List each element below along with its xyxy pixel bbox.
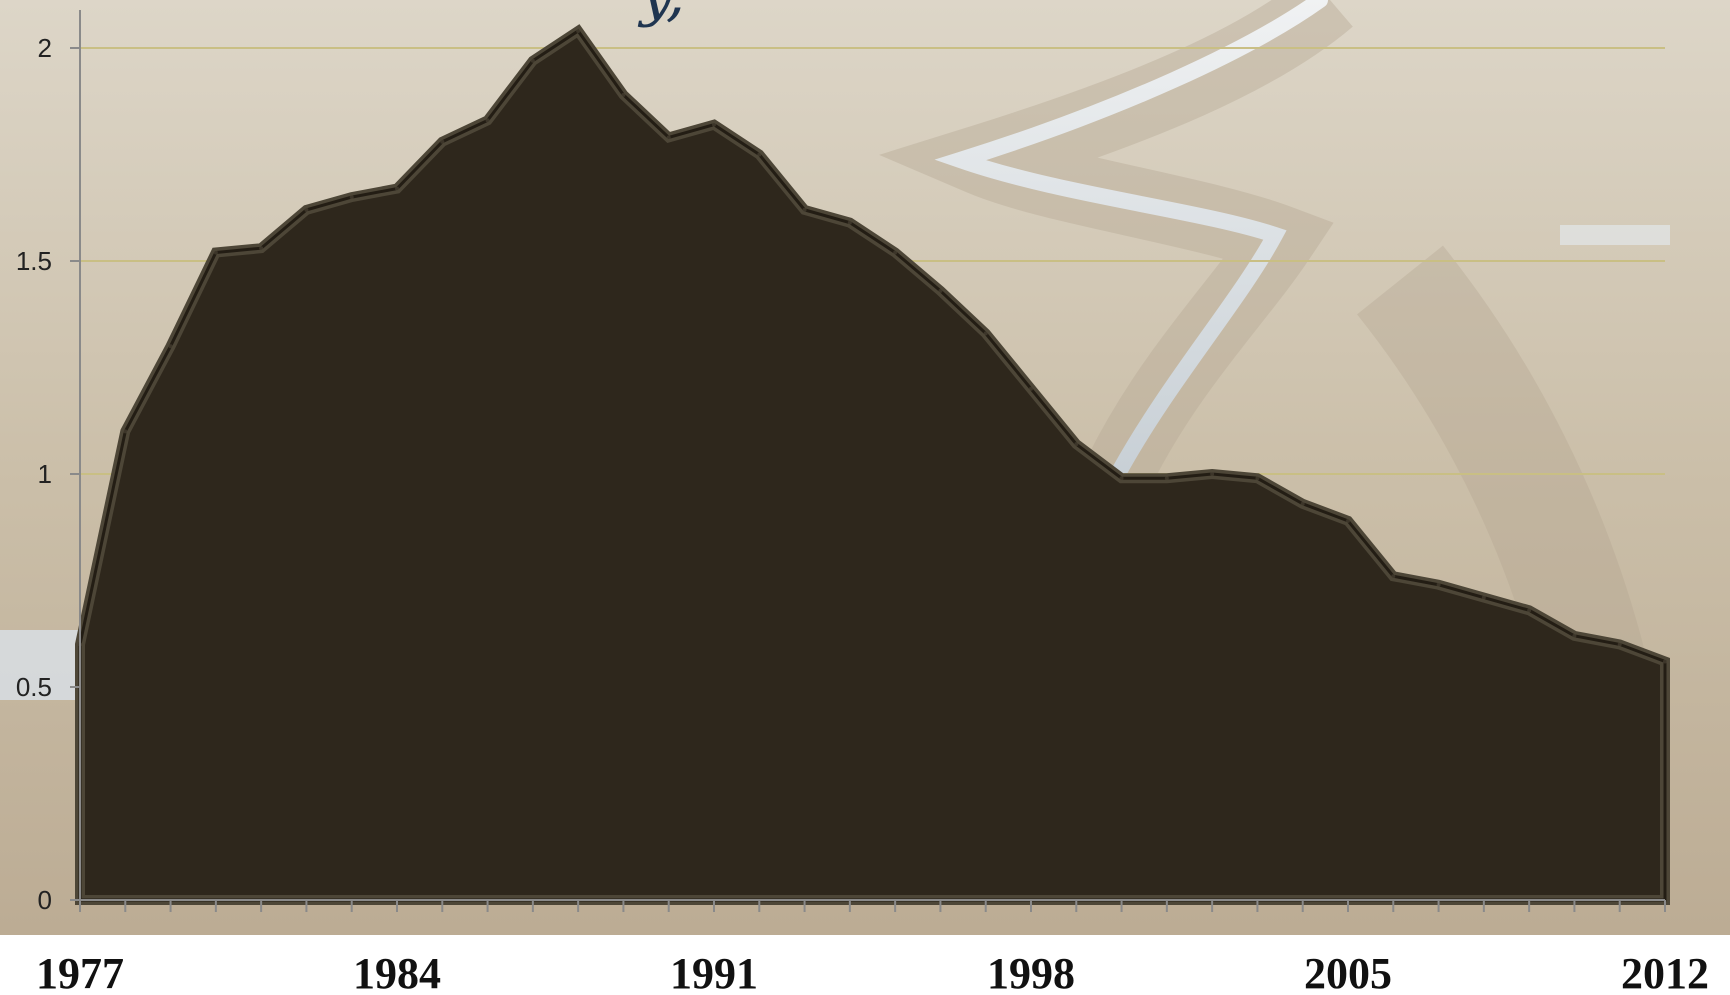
y-tick-label: 1 bbox=[38, 459, 52, 489]
title-fragment: y, bbox=[637, 0, 685, 29]
data-point bbox=[1119, 476, 1124, 481]
data-point bbox=[304, 207, 309, 212]
data-point bbox=[983, 331, 988, 336]
y-axis-tick-labels: 0 0.5 1 1.5 2 bbox=[16, 33, 52, 915]
data-point bbox=[666, 135, 671, 140]
x-tick-label: 1991 bbox=[670, 949, 758, 995]
data-point bbox=[938, 288, 943, 293]
area-series bbox=[75, 24, 1670, 905]
data-point bbox=[621, 92, 626, 97]
data-point bbox=[712, 122, 716, 127]
axes bbox=[70, 10, 1666, 912]
data-point bbox=[1074, 442, 1079, 447]
data-point bbox=[349, 195, 354, 200]
data-point bbox=[1210, 472, 1215, 476]
data-point bbox=[259, 246, 264, 251]
data-point bbox=[893, 250, 898, 255]
data-point bbox=[168, 344, 173, 349]
y-tick-label: 0 bbox=[38, 885, 52, 915]
data-point bbox=[1346, 518, 1350, 523]
data-point bbox=[1617, 642, 1622, 647]
data-point bbox=[1436, 582, 1441, 587]
data-point bbox=[1481, 595, 1486, 600]
data-point bbox=[1255, 476, 1260, 481]
data-point bbox=[440, 139, 445, 144]
y-tick-label: 0.5 bbox=[16, 672, 52, 702]
data-point bbox=[757, 152, 762, 157]
x-tick-label: 1977 bbox=[36, 949, 124, 995]
data-point bbox=[1164, 476, 1169, 481]
x-tick-label: 1998 bbox=[987, 949, 1075, 995]
data-point bbox=[123, 429, 128, 434]
data-point bbox=[576, 28, 581, 33]
data-point bbox=[847, 220, 852, 225]
x-axis-tick-labels: 1977 1984 1991 1998 2005 2012 bbox=[36, 949, 1709, 995]
data-point bbox=[1391, 574, 1396, 579]
data-point bbox=[213, 250, 218, 255]
data-point bbox=[485, 118, 490, 123]
data-point bbox=[1029, 386, 1033, 391]
y-tick-label: 1.5 bbox=[16, 246, 52, 276]
x-tick-label: 2012 bbox=[1621, 949, 1709, 995]
y-tick-label: 2 bbox=[38, 33, 52, 63]
x-tick-label: 1984 bbox=[353, 949, 441, 995]
data-point bbox=[1300, 501, 1305, 506]
data-point bbox=[530, 58, 535, 63]
data-point bbox=[802, 207, 807, 212]
data-point bbox=[395, 186, 399, 191]
data-point bbox=[1572, 633, 1577, 638]
x-tick-label: 2005 bbox=[1304, 949, 1392, 995]
data-point bbox=[1527, 608, 1532, 613]
data-point bbox=[1663, 659, 1667, 664]
